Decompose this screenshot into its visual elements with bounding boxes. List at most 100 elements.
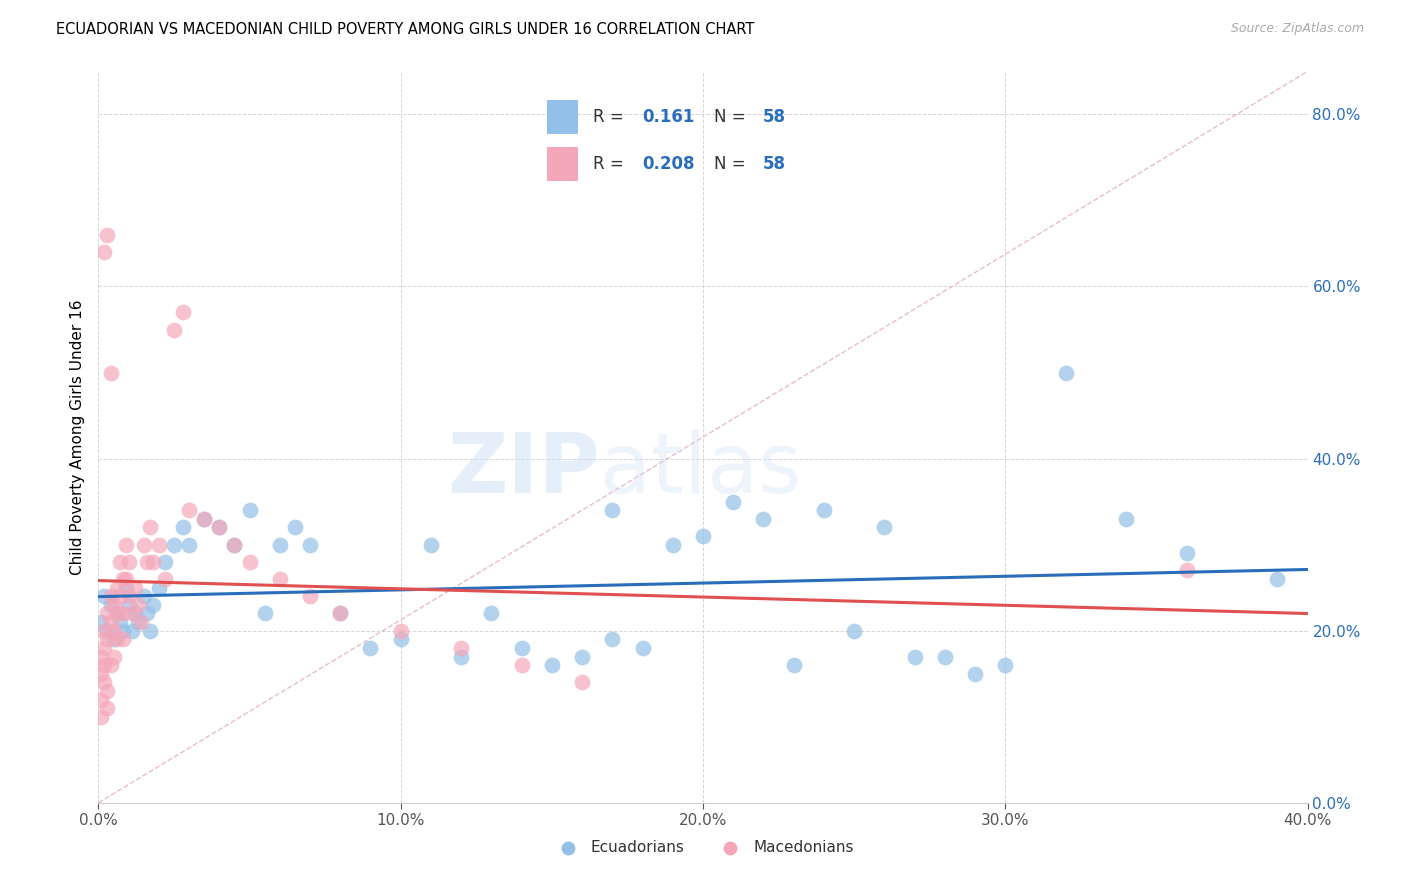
- Text: R =: R =: [593, 155, 628, 173]
- Point: [329, 607, 352, 621]
- Point: [450, 649, 472, 664]
- Point: [96, 632, 118, 647]
- Point: [193, 512, 215, 526]
- Point: [100, 598, 122, 612]
- Point: [360, 640, 382, 655]
- Point: [163, 322, 186, 336]
- Text: N =: N =: [714, 155, 751, 173]
- Point: [93, 640, 115, 655]
- Point: [90, 615, 112, 629]
- Point: [105, 607, 128, 621]
- Text: 0.161: 0.161: [643, 108, 695, 126]
- Text: N =: N =: [714, 108, 751, 126]
- Point: [813, 503, 835, 517]
- Point: [631, 640, 654, 655]
- Point: [90, 710, 112, 724]
- Point: [299, 538, 322, 552]
- Point: [93, 675, 115, 690]
- Point: [96, 684, 118, 698]
- Point: [450, 640, 472, 655]
- Point: [132, 538, 155, 552]
- Point: [103, 624, 125, 638]
- Point: [420, 538, 443, 552]
- Point: [844, 624, 866, 638]
- Point: [148, 538, 170, 552]
- Point: [172, 520, 194, 534]
- Point: [121, 624, 143, 638]
- Point: [269, 572, 291, 586]
- Point: [571, 675, 593, 690]
- Point: [105, 607, 128, 621]
- Point: [1115, 512, 1137, 526]
- Point: [96, 227, 118, 242]
- Point: [96, 624, 118, 638]
- Point: [124, 607, 146, 621]
- Point: [329, 607, 352, 621]
- Point: [904, 649, 927, 664]
- Point: [752, 512, 775, 526]
- Point: [284, 520, 307, 534]
- Point: [723, 494, 745, 508]
- Text: 58: 58: [763, 108, 786, 126]
- Point: [389, 624, 412, 638]
- Point: [510, 640, 533, 655]
- Point: [602, 632, 624, 647]
- Point: [129, 615, 152, 629]
- Point: [90, 649, 112, 664]
- Point: [132, 589, 155, 603]
- Point: [103, 598, 125, 612]
- Point: [163, 538, 186, 552]
- Text: 58: 58: [763, 155, 786, 173]
- Point: [93, 245, 115, 260]
- Point: [90, 666, 112, 681]
- Point: [239, 555, 262, 569]
- Point: [100, 366, 122, 380]
- Text: Source: ZipAtlas.com: Source: ZipAtlas.com: [1230, 22, 1364, 36]
- Point: [93, 624, 115, 638]
- Point: [193, 512, 215, 526]
- Point: [100, 589, 122, 603]
- Text: 0.208: 0.208: [643, 155, 695, 173]
- Point: [142, 555, 165, 569]
- Point: [239, 503, 262, 517]
- Point: [124, 581, 146, 595]
- Point: [90, 692, 112, 706]
- Point: [96, 701, 118, 715]
- Point: [602, 503, 624, 517]
- Point: [934, 649, 956, 664]
- Point: [873, 520, 896, 534]
- Point: [103, 649, 125, 664]
- Point: [114, 581, 136, 595]
- Point: [179, 503, 201, 517]
- Point: [1054, 366, 1077, 380]
- Point: [224, 538, 246, 552]
- Point: [121, 607, 143, 621]
- Bar: [547, 147, 578, 181]
- Legend: Ecuadorians, Macedonians: Ecuadorians, Macedonians: [546, 834, 860, 861]
- Point: [661, 538, 683, 552]
- Point: [135, 555, 157, 569]
- Point: [111, 607, 134, 621]
- Point: [692, 529, 714, 543]
- Point: [118, 555, 141, 569]
- Point: [510, 658, 533, 673]
- Point: [224, 538, 246, 552]
- Point: [105, 581, 128, 595]
- Point: [299, 589, 322, 603]
- Point: [994, 658, 1017, 673]
- Point: [96, 607, 118, 621]
- Text: ZIP: ZIP: [447, 429, 600, 510]
- Point: [105, 632, 128, 647]
- Point: [93, 589, 115, 603]
- Point: [965, 666, 987, 681]
- Point: [108, 615, 131, 629]
- Text: R =: R =: [593, 108, 628, 126]
- Text: atlas: atlas: [600, 429, 801, 510]
- Point: [100, 615, 122, 629]
- Point: [148, 581, 170, 595]
- Point: [127, 598, 149, 612]
- Point: [269, 538, 291, 552]
- Point: [139, 520, 162, 534]
- Point: [540, 658, 562, 673]
- Point: [179, 538, 201, 552]
